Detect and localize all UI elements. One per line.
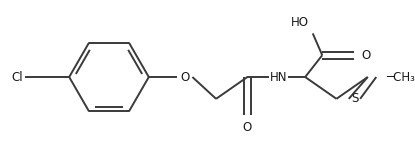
Text: Cl: Cl [11,71,23,84]
Text: O: O [180,71,189,84]
Text: O: O [243,121,252,134]
Text: ─CH₃: ─CH₃ [386,71,415,84]
Text: HO: HO [291,16,309,29]
Text: HN: HN [270,71,288,84]
Text: O: O [361,49,370,62]
Text: S: S [351,92,358,105]
